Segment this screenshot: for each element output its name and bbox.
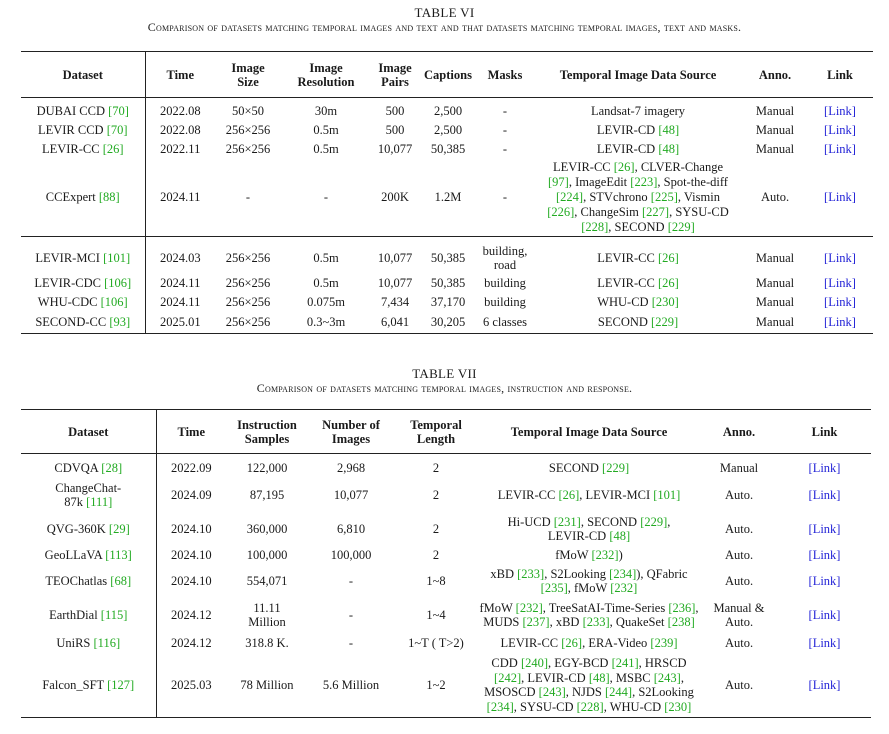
- dataset-link[interactable]: [Link]: [824, 250, 856, 265]
- dataset-name: QVG-360K [29]: [21, 511, 157, 547]
- table-row: EarthDial [115] 2024.12 11.11 Million - 1…: [21, 598, 871, 632]
- col-time: Time: [166, 67, 195, 82]
- table-row: Falcon_SFT [127] 2025.03 78 Million 5.6 …: [21, 653, 871, 718]
- col-image-resolution: Image Resolution: [297, 60, 355, 89]
- col-instruction-samples: Instruction Samples: [237, 417, 297, 446]
- dataset-name: LEVIR CCD [70]: [21, 120, 146, 140]
- dataset-link[interactable]: [Link]: [808, 522, 841, 536]
- table-vi-number: TABLE VI: [414, 5, 475, 20]
- table-row: CCExpert [88] 2024.11 - - 200K 1.2M - LE…: [21, 158, 873, 237]
- table-row: ChangeChat- 87k [111] 2024.09 87,195 10,0…: [21, 478, 871, 512]
- table-vii-caption: Comparison of datasets matching temporal…: [256, 381, 633, 395]
- col-dataset: Dataset: [21, 51, 146, 98]
- col-image-size: Image Size: [231, 60, 265, 89]
- table-vii-number: TABLE VII: [412, 366, 477, 381]
- dataset-link[interactable]: [Link]: [824, 314, 856, 329]
- table-row: CDVQA [28] 2022.09 122,000 2,968 2 SECON…: [21, 457, 871, 479]
- table-row: SECOND-CC [93] 2025.01 256×256 0.3~3m 6,…: [21, 311, 873, 334]
- dataset-name: ChangeChat- 87k [111]: [21, 478, 157, 512]
- table-row: UniRS [116] 2024.12 318.8 K. - 1~T ( T>2…: [21, 631, 871, 654]
- table-vi: Dataset Time Image Size Image Resolution I…: [21, 51, 873, 334]
- col-link: Link: [811, 424, 838, 439]
- table-row: QVG-360K [29] 2024.10 360,000 6,810 2 Hi…: [21, 511, 871, 547]
- table-row: WHU-CDC [106] 2024.11 256×256 0.075m 7,4…: [21, 292, 873, 312]
- col-anno: Anno.: [758, 67, 792, 82]
- dataset-link[interactable]: [Link]: [824, 142, 856, 156]
- col-anno: Anno.: [722, 424, 756, 439]
- table-row: TEOChatlas [68] 2024.10 554,071 - 1~8 xB…: [21, 563, 871, 599]
- col-masks: Masks: [487, 67, 523, 82]
- dataset-name: GeoLLaVA [113]: [21, 546, 157, 564]
- dataset-link[interactable]: [Link]: [824, 123, 856, 137]
- dataset-name: CCExpert [88]: [21, 158, 146, 237]
- table-row: LEVIR-CDC [106] 2024.11 256×256 0.5m 10,…: [21, 273, 873, 293]
- table-row: DUBAI CCD [70] 2022.08 50×50 30m 500 2,5…: [21, 101, 873, 121]
- dataset-link[interactable]: [Link]: [808, 548, 841, 562]
- col-source: Temporal Image Data Source: [559, 67, 717, 82]
- dataset-link[interactable]: [Link]: [824, 276, 856, 290]
- dataset-name: LEVIR-MCI [101]: [21, 241, 146, 274]
- table-row: LEVIR CCD [70] 2022.08 256×256 0.5m 500 …: [21, 120, 873, 140]
- dataset-link[interactable]: [Link]: [808, 574, 841, 588]
- col-dataset: Dataset: [21, 409, 157, 454]
- dataset-name: WHU-CDC [106]: [21, 292, 146, 312]
- dataset-name: LEVIR-CC [26]: [21, 139, 146, 159]
- dataset-name: UniRS [116]: [21, 631, 157, 654]
- dataset-name: SECOND-CC [93]: [21, 311, 146, 334]
- table-row: LEVIR-MCI [101] 2024.03 256×256 0.5m 10,…: [21, 241, 873, 274]
- table-vi-caption: Comparison of datasets matching temporal…: [147, 20, 742, 34]
- col-temporal-length: Temporal Length: [410, 417, 462, 446]
- table-vii-header-row: Dataset Time Instruction Samples Number o…: [21, 409, 871, 454]
- dataset-name: Falcon_SFT [127]: [21, 653, 157, 718]
- dataset-link[interactable]: [Link]: [808, 635, 841, 650]
- table-vii: Dataset Time Instruction Samples Number o…: [21, 409, 871, 718]
- dataset-name: TEOChatlas [68]: [21, 563, 157, 599]
- dataset-name: DUBAI CCD [70]: [21, 101, 146, 121]
- col-number-of-images: Number of Images: [322, 417, 380, 446]
- col-image-pairs: Image Pairs: [378, 60, 412, 89]
- dataset-link[interactable]: [Link]: [808, 678, 841, 693]
- dataset-link[interactable]: [Link]: [824, 104, 856, 118]
- col-time: Time: [177, 424, 206, 439]
- table-row: LEVIR-CC [26] 2022.11 256×256 0.5m 10,07…: [21, 139, 873, 159]
- dataset-name: LEVIR-CDC [106]: [21, 273, 146, 293]
- dataset-link[interactable]: [Link]: [808, 488, 841, 502]
- col-captions: Captions: [424, 67, 472, 82]
- col-link: Link: [827, 67, 853, 82]
- dataset-link[interactable]: [Link]: [808, 461, 841, 475]
- col-source: Temporal Image Data Source: [510, 424, 668, 439]
- dataset-link[interactable]: [Link]: [808, 608, 841, 622]
- table-vi-header-row: Dataset Time Image Size Image Resolution I…: [21, 51, 873, 98]
- dataset-name: EarthDial [115]: [21, 598, 157, 632]
- dataset-link[interactable]: [Link]: [824, 190, 856, 205]
- table-row: GeoLLaVA [113] 2024.10 100,000 100,000 2…: [21, 546, 871, 564]
- dataset-name: CDVQA [28]: [21, 457, 157, 479]
- dataset-link[interactable]: [Link]: [824, 295, 856, 309]
